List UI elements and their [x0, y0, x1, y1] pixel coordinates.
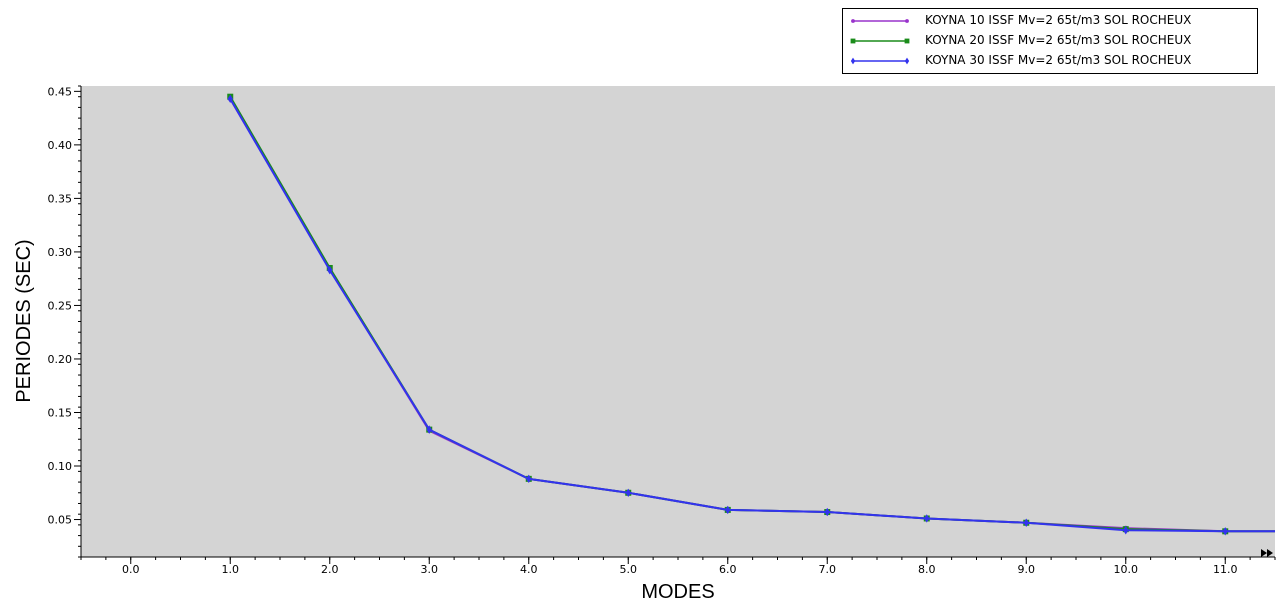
legend-label: KOYNA 30 ISSF Mv=2 65t/m3 SOL ROCHEUX: [925, 53, 1192, 67]
legend-item: KOYNA 20 ISSF Mv=2 65t/m3 SOL ROCHEUX: [843, 32, 1257, 50]
y-tick-label: 0.05: [48, 514, 73, 527]
legend-swatch: [850, 57, 910, 65]
x-tick-label: 1.0: [222, 563, 240, 576]
data-point: [327, 265, 333, 275]
data-point: [904, 38, 910, 44]
x-tick-label: 8.0: [918, 563, 936, 576]
data-point: [227, 94, 233, 104]
data-point: [824, 507, 830, 517]
data-point: [426, 425, 432, 434]
data-point: [850, 57, 856, 65]
data-point: [1222, 527, 1228, 536]
data-point: [904, 57, 910, 65]
data-point: [1023, 518, 1029, 527]
legend-swatch: [851, 19, 909, 23]
x-tick-label: 4.0: [520, 563, 538, 576]
legend-label: KOYNA 20 ISSF Mv=2 65t/m3 SOL ROCHEUX: [925, 33, 1192, 47]
y-tick-label: 0.45: [48, 85, 73, 98]
data-point: [924, 514, 930, 523]
data-point: [725, 505, 731, 515]
data-point: [526, 474, 532, 484]
x-tick-label: 11.0: [1213, 563, 1238, 576]
series-layer: [227, 93, 1275, 536]
legend-swatch: [850, 38, 910, 44]
data-point: [905, 19, 909, 23]
legend-item: KOYNA 30 ISSF Mv=2 65t/m3 SOL ROCHEUX: [843, 52, 1257, 70]
legend: KOYNA 10 ISSF Mv=2 65t/m3 SOL ROCHEUX KO…: [842, 8, 1258, 74]
y-tick-label: 0.25: [48, 299, 73, 312]
legend-item: KOYNA 10 ISSF Mv=2 65t/m3 SOL ROCHEUX: [843, 12, 1257, 30]
axes: 0.05 0.10 0.15 0.20 0.25 0.30 0.35 0.40 0.45 0.0 1…: [48, 85, 1276, 576]
y-tick-label: 0.30: [48, 246, 73, 259]
legend-label: KOYNA 10 ISSF Mv=2 65t/m3 SOL ROCHEUX: [925, 13, 1192, 27]
x-tick-label: 3.0: [421, 563, 439, 576]
x-tick-label: 5.0: [620, 563, 638, 576]
data-point: [625, 488, 631, 497]
y-tick-label: 0.35: [48, 192, 73, 205]
x-tick-label: 2.0: [321, 563, 339, 576]
data-point: [851, 19, 855, 23]
x-tick-label: 0.0: [122, 563, 140, 576]
y-tick-label: 0.15: [48, 406, 73, 419]
y-tick-label: 0.20: [48, 353, 73, 366]
data-point: [850, 38, 856, 44]
x-tick-label: 10.0: [1114, 563, 1139, 576]
x-axis-title: MODES: [641, 581, 714, 603]
y-tick-label: 0.10: [48, 460, 73, 473]
x-tick-label: 7.0: [819, 563, 837, 576]
y-axis-title: PERIODES (SEC): [13, 239, 35, 402]
series: [227, 94, 1275, 536]
plot-area: [81, 86, 1275, 557]
axis-scroll-arrow-icon: [1261, 549, 1273, 557]
y-tick-label: 0.40: [48, 139, 73, 152]
data-point: [1123, 526, 1129, 535]
series-line: [229, 98, 1275, 533]
x-tick-label: 6.0: [719, 563, 737, 576]
x-tick-label: 9.0: [1018, 563, 1036, 576]
